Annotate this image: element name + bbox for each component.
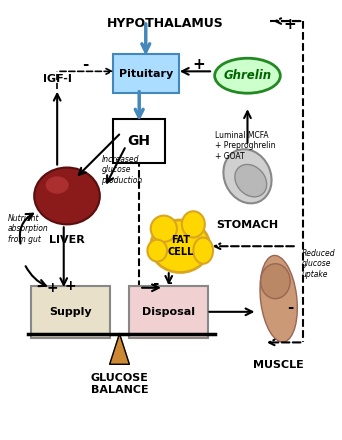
- Ellipse shape: [34, 168, 100, 224]
- Text: LIVER: LIVER: [49, 235, 85, 246]
- Ellipse shape: [215, 58, 280, 93]
- Ellipse shape: [260, 256, 297, 342]
- FancyBboxPatch shape: [31, 286, 110, 338]
- Text: HYPOTHALAMUS: HYPOTHALAMUS: [107, 17, 224, 29]
- Text: STOMACH: STOMACH: [216, 220, 278, 230]
- Ellipse shape: [223, 149, 272, 203]
- Text: -: -: [153, 276, 159, 291]
- Text: IGF-I: IGF-I: [43, 74, 71, 84]
- Text: +: +: [47, 281, 58, 295]
- Text: +: +: [192, 57, 205, 72]
- Text: Increased
glucose
production: Increased glucose production: [102, 155, 143, 185]
- Text: Disposal: Disposal: [142, 307, 195, 317]
- Text: +: +: [65, 279, 76, 293]
- FancyBboxPatch shape: [113, 54, 179, 93]
- Ellipse shape: [182, 211, 205, 238]
- Ellipse shape: [147, 240, 167, 261]
- Text: Supply: Supply: [49, 307, 92, 317]
- Ellipse shape: [151, 220, 210, 272]
- Ellipse shape: [261, 264, 290, 299]
- Text: Reduced
glucose
uptake: Reduced glucose uptake: [302, 249, 335, 279]
- Text: MUSCLE: MUSCLE: [253, 360, 304, 370]
- Text: GH: GH: [128, 134, 151, 148]
- Text: Nutrient
absorption
from gut: Nutrient absorption from gut: [8, 214, 49, 244]
- Text: Pituitary: Pituitary: [119, 69, 173, 78]
- Ellipse shape: [151, 216, 177, 242]
- Ellipse shape: [193, 238, 213, 264]
- Ellipse shape: [235, 165, 267, 197]
- Text: +: +: [284, 17, 297, 32]
- Text: Ghrelin: Ghrelin: [223, 69, 272, 82]
- Text: Luminal MCFA
+ Preproghrelin
+ GOAT: Luminal MCFA + Preproghrelin + GOAT: [215, 131, 275, 161]
- Polygon shape: [110, 334, 129, 364]
- Text: FAT
CELL: FAT CELL: [167, 235, 194, 257]
- Text: -: -: [287, 300, 293, 315]
- Text: -: -: [166, 276, 172, 290]
- Text: -: -: [82, 57, 88, 72]
- FancyBboxPatch shape: [129, 286, 208, 338]
- Text: GLUCOSE
BALANCE: GLUCOSE BALANCE: [91, 373, 148, 395]
- Ellipse shape: [46, 176, 69, 194]
- FancyBboxPatch shape: [113, 119, 166, 163]
